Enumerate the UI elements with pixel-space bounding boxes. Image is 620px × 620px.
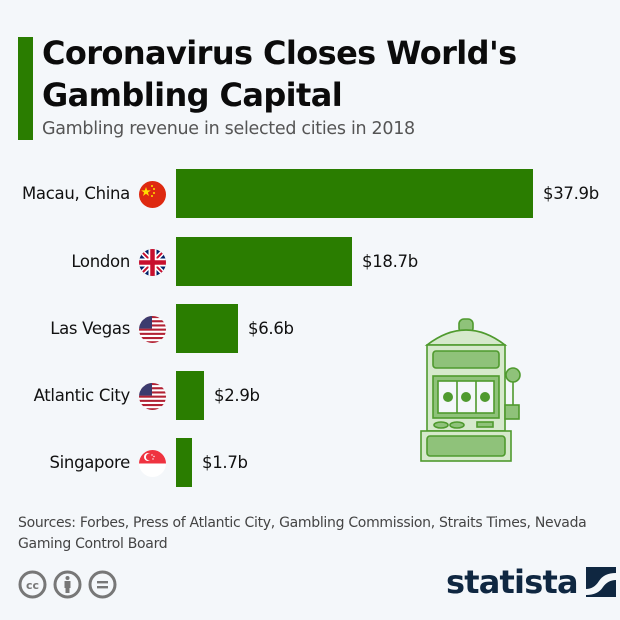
bar-london: [176, 237, 352, 286]
bar-row-london: London $18.7b: [0, 237, 620, 287]
singapore-flag-icon: [139, 450, 166, 477]
slot-machine-icon: [415, 315, 525, 465]
value-label: $18.7b: [362, 252, 418, 271]
bar-las-vegas: [176, 304, 238, 353]
category-label: Singapore: [49, 453, 130, 472]
uk-flag-icon: [139, 249, 166, 276]
bar-row-macau: Macau, China $37.9b: [0, 169, 620, 219]
china-flag-icon: [139, 181, 166, 208]
chart-title: Coronavirus Closes World's Gambling Capi…: [42, 34, 517, 114]
us-flag-icon: [139, 316, 166, 343]
license-icons: cc: [18, 570, 117, 599]
bar-singapore: [176, 438, 192, 487]
category-label: London: [71, 252, 130, 271]
bar-atlantic-city: [176, 371, 204, 420]
value-label: $1.7b: [202, 453, 248, 472]
bar-macau: [176, 169, 533, 218]
statista-mark-icon: [585, 567, 616, 597]
category-label: Macau, China: [21, 184, 130, 203]
value-label: $6.6b: [248, 319, 294, 338]
bar-row-singapore: Singapore $1.7b: [0, 438, 620, 488]
cc-icon[interactable]: cc: [18, 570, 47, 599]
chart-subtitle: Gambling revenue in selected cities in 2…: [42, 119, 415, 139]
sources-note: Sources: Forbes, Press of Atlantic City,…: [18, 515, 587, 552]
no-derivatives-icon[interactable]: [88, 570, 117, 599]
brand-wordmark: statista: [446, 563, 579, 601]
value-label: $37.9b: [543, 184, 599, 203]
title-accent-bar: [18, 37, 33, 140]
attribution-icon[interactable]: [53, 570, 82, 599]
category-label: Atlantic City: [33, 386, 131, 405]
svg-text:cc: cc: [26, 579, 39, 592]
us-flag-icon: [139, 383, 166, 410]
value-label: $2.9b: [214, 386, 260, 405]
bar-row-atlantic-city: Atlantic City $2.9b: [0, 371, 620, 421]
statista-logo[interactable]: statista: [446, 562, 616, 602]
category-label: Las Vegas: [50, 319, 130, 338]
bar-row-las-vegas: Las Vegas $6.6b: [0, 304, 620, 354]
